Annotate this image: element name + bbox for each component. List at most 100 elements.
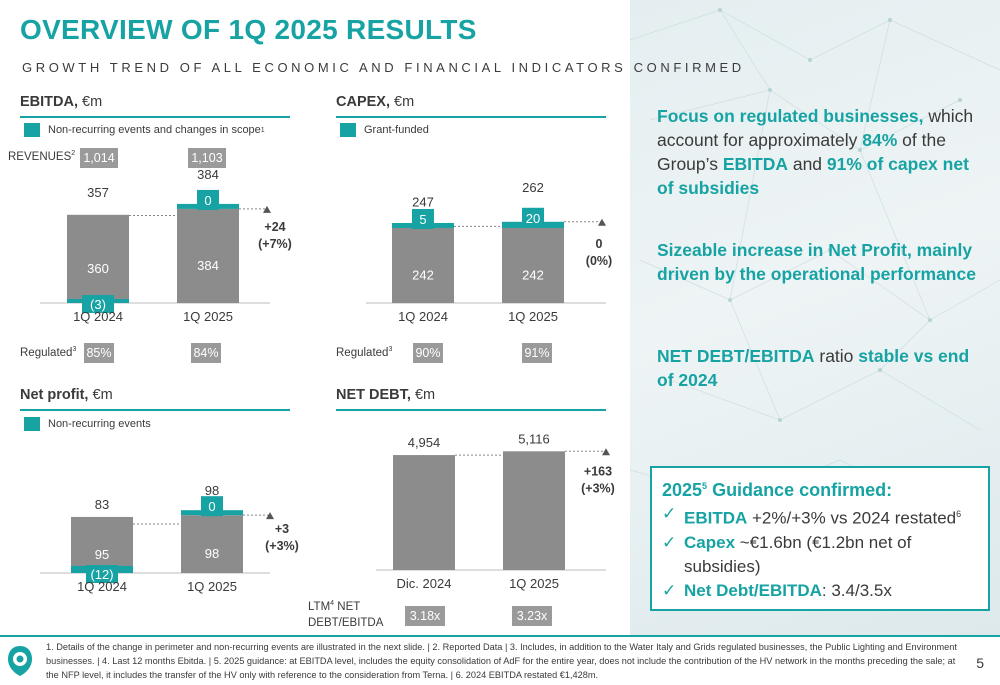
page-title: OVERVIEW OF 1Q 2025 RESULTS bbox=[20, 14, 477, 45]
bar-main-label: 242 bbox=[522, 267, 544, 282]
bar-total-label: 83 bbox=[95, 497, 109, 512]
bar-main bbox=[177, 208, 239, 303]
ltm-label-rest: NET bbox=[334, 600, 361, 613]
regulated-label-text: Regulated bbox=[20, 346, 73, 359]
guidance-item-rest: +2%/+3% vs 2024 restated bbox=[747, 508, 957, 528]
capex-legend: Grant-funded bbox=[340, 123, 429, 137]
net-debt-unit: €m bbox=[414, 387, 436, 403]
net-profit-chart: 95 (12) 83 1Q 2024 98 0 98 1Q 2025 +3 (+3%) bbox=[20, 470, 310, 605]
company-logo-icon bbox=[8, 646, 32, 676]
regulated-label-sup: 3 bbox=[388, 346, 393, 353]
guidance-title-rest: Guidance confirmed: bbox=[707, 480, 893, 500]
bar-main-label: 98 bbox=[205, 546, 219, 561]
footer: 1. Details of the change in perimeter an… bbox=[0, 635, 1000, 685]
ebitda-divider bbox=[20, 116, 290, 118]
regulated-label-sup: 3 bbox=[72, 346, 77, 353]
bar-main bbox=[181, 515, 243, 573]
delta-arrow-icon bbox=[263, 205, 271, 213]
bar-main-label: 242 bbox=[412, 267, 434, 282]
ltm-label-sup: 4 bbox=[330, 600, 335, 607]
net-debt-paragraph-hl1: NET DEBT/EBITDA bbox=[657, 346, 815, 366]
paragraph-run: which account for approximately bbox=[657, 106, 974, 150]
net-debt-divider bbox=[336, 409, 606, 411]
regulated-label-text: Regulated bbox=[336, 346, 389, 359]
bar-accent-label-box bbox=[197, 189, 219, 210]
bar-accent-label-box bbox=[82, 295, 114, 313]
guidance-title-sup: 5 bbox=[702, 481, 708, 491]
category-tick-label: 1Q 2025 bbox=[509, 576, 559, 591]
bar-accent-label: 5 bbox=[419, 212, 426, 227]
ebitda-legend-sup: 1 bbox=[260, 126, 265, 134]
bar-accent-label: (3) bbox=[90, 297, 106, 312]
bar-main bbox=[71, 516, 133, 573]
guidance-item-hl: Net Debt/EBITDA bbox=[684, 580, 822, 600]
bar-total-label: 247 bbox=[412, 194, 434, 209]
bar-main-label: 384 bbox=[197, 258, 219, 273]
ebitda-regulated-1q2024: 85% bbox=[84, 343, 114, 363]
bar-total-label: 5,116 bbox=[518, 431, 550, 446]
capex-regulated-1q2024: 90% bbox=[413, 343, 443, 363]
category-tick-label: 1Q 2025 bbox=[183, 309, 233, 324]
ltm-label-line2: DEBT/EBITDA bbox=[308, 616, 384, 629]
delta-percent-label: (0%) bbox=[586, 254, 612, 268]
capex-section-title: CAPEX, €m bbox=[336, 94, 414, 110]
ebitda-chart: 360 (3) 357 1Q 2024 384 0 384 1Q 2025 +24 (+7%) bbox=[20, 167, 310, 345]
check-icon: ✓ bbox=[662, 532, 677, 552]
guidance-title-year: 2025 bbox=[662, 480, 703, 500]
net-profit-legend: Non-recurring events bbox=[24, 417, 151, 431]
bar-main-label: 95 bbox=[95, 547, 109, 562]
bar-accent-label: 20 bbox=[526, 211, 540, 226]
revenues-label: REVENUES2 bbox=[8, 150, 75, 163]
network-graphic bbox=[630, 8, 1000, 521]
ltm-label: LTM4 NET DEBT/EBITDA bbox=[308, 596, 383, 631]
net-profit-paragraph-text: Sizeable increase in Net Profit, mainly … bbox=[657, 240, 976, 284]
revenues-label-sup: 2 bbox=[71, 150, 76, 157]
net-debt-title: NET DEBT, bbox=[336, 387, 411, 403]
guidance-item-text: Capex ~€1.6bn (€1.2bn net of subsidies) bbox=[684, 531, 974, 579]
ltm-value-1q2025: 3.23x bbox=[512, 606, 552, 626]
net-debt-paragraph: NET DEBT/EBITDA ratio stable vs end of 2… bbox=[657, 344, 987, 392]
paragraph-run: EBITDA bbox=[722, 154, 788, 174]
revenues-value-1q2025: 1,103 bbox=[188, 148, 226, 168]
guidance-item-sup: 6 bbox=[956, 509, 962, 519]
delta-value-label: +24 bbox=[264, 220, 285, 234]
capex-regulated-label: Regulated3 bbox=[336, 346, 392, 359]
ltm-label-text: LTM bbox=[308, 600, 331, 613]
chart-svg: 360 (3) 357 1Q 2024 384 0 384 1Q 2025 +24 (+7%) bbox=[40, 167, 292, 324]
chart-svg: 242 5 247 1Q 2024 242 20 262 1Q 2025 0 (0%) bbox=[366, 180, 612, 324]
ebitda-regulated-label: Regulated3 bbox=[20, 346, 76, 359]
guidance-item-rest: : 3.4/3.5x bbox=[821, 580, 892, 600]
delta-arrow-icon bbox=[598, 218, 606, 226]
paragraph-run: Focus on regulated businesses, bbox=[657, 106, 924, 126]
bar-total-label: 262 bbox=[522, 180, 544, 195]
guidance-item-net-debt-ebitda: ✓ Net Debt/EBITDA: 3.4/3.5x bbox=[662, 579, 978, 603]
ebitda-legend-label: Non-recurring events and changes in scop… bbox=[48, 124, 261, 136]
guidance-box: 20255 Guidance confirmed: ✓ EBITDA +2%/+… bbox=[650, 466, 990, 611]
bar-accent-label-box bbox=[201, 496, 223, 517]
ebitda-regulated-1q2025: 84% bbox=[191, 343, 221, 363]
net-profit-paragraph: Sizeable increase in Net Profit, mainly … bbox=[657, 238, 987, 286]
net-profit-section-title: Net profit, €m bbox=[20, 387, 113, 403]
net-debt-paragraph-text: ratio bbox=[814, 346, 859, 366]
net-profit-unit: €m bbox=[92, 387, 113, 403]
ebitda-legend: Non-recurring events and changes in scop… bbox=[24, 123, 265, 137]
guidance-item-capex: ✓ Capex ~€1.6bn (€1.2bn net of subsidies… bbox=[662, 531, 978, 579]
net-profit-title: Net profit, bbox=[20, 387, 89, 403]
net-debt-paragraph-hl2: stable vs end of 2024 bbox=[657, 346, 970, 390]
net-profit-legend-label: Non-recurring events bbox=[48, 418, 151, 430]
delta-percent-label: (+3%) bbox=[265, 539, 299, 553]
check-icon: ✓ bbox=[662, 504, 677, 523]
category-tick-label: Dic. 2024 bbox=[397, 576, 452, 591]
bar-accent-label-box bbox=[412, 208, 434, 229]
page-number: 5 bbox=[976, 655, 984, 671]
capex-chart: 242 5 247 1Q 2024 242 20 262 1Q 2025 0 (0%) bbox=[336, 175, 626, 345]
guidance-item-text: EBITDA +2%/+3% vs 2024 restated6 bbox=[684, 502, 961, 531]
bar-total-label: 384 bbox=[197, 167, 219, 182]
paragraph-run: and bbox=[787, 154, 827, 174]
delta-percent-label: (+7%) bbox=[258, 237, 292, 251]
delta-percent-label: (+3%) bbox=[581, 481, 615, 495]
bar-main bbox=[393, 455, 455, 570]
page-subtitle: GROWTH TREND OF ALL ECONOMIC AND FINANCI… bbox=[22, 60, 745, 75]
revenues-value-1q2024: 1,014 bbox=[80, 148, 118, 168]
